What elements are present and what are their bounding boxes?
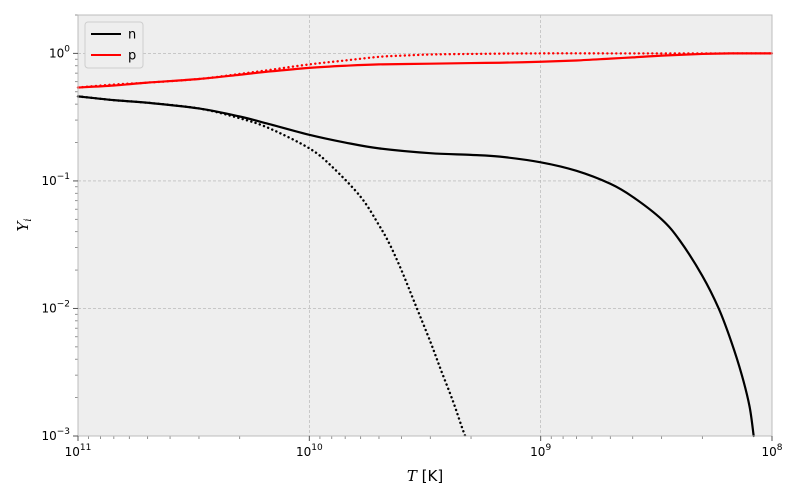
y-tick-label: 10−3: [41, 427, 70, 443]
x-tick-base: 10: [296, 445, 311, 459]
y-tick-label: 10−2: [41, 299, 70, 315]
y-axis-subscript: i: [23, 218, 34, 221]
y-tick-exponent: −2: [57, 299, 70, 309]
y-tick-base: 10: [41, 174, 56, 188]
series-line-n_dotted: [76, 95, 467, 438]
y-tick-base: 10: [41, 301, 56, 315]
y-axis-symbol: Y: [14, 220, 32, 232]
x-tick-label: 1011: [65, 443, 92, 459]
legend: n p: [84, 21, 144, 69]
plot-background: [78, 15, 772, 436]
x-tick-base: 10: [65, 445, 80, 459]
legend-label-n: n: [128, 28, 136, 43]
x-tick-base: 10: [761, 445, 776, 459]
y-tick-exponent: 0: [64, 44, 70, 54]
x-tick-exponent: 8: [777, 443, 783, 453]
y-tick-exponent: −1: [57, 172, 70, 182]
y-tick-base: 10: [41, 429, 56, 443]
x-tick-base: 10: [530, 445, 545, 459]
x-tick-label: 109: [530, 443, 551, 459]
x-axis-label: T [K]: [407, 467, 443, 485]
plot-frame: [77, 14, 773, 437]
x-tick-exponent: 10: [311, 443, 323, 453]
x-axis-unit: [K]: [422, 467, 444, 485]
series-line-n_solid: [76, 95, 755, 438]
y-tick-label: 10−1: [41, 172, 70, 188]
x-axis-symbol: T: [407, 467, 418, 485]
x-tick-label: 108: [761, 443, 782, 459]
x-axis-ticks: 1011 1010 109 108: [65, 436, 783, 459]
x-tick-exponent: 11: [80, 443, 91, 453]
svg-text:Yi: Yi: [14, 218, 34, 231]
x-tick-label: 1010: [296, 443, 323, 459]
y-tick-exponent: −3: [57, 427, 70, 437]
y-tick-label: 100: [49, 44, 70, 60]
y-axis-label: Yi: [14, 218, 34, 231]
x-tick-exponent: 9: [545, 443, 551, 453]
legend-label-p: p: [128, 49, 136, 64]
series-layer: [76, 52, 774, 438]
y-tick-base: 10: [49, 46, 64, 60]
